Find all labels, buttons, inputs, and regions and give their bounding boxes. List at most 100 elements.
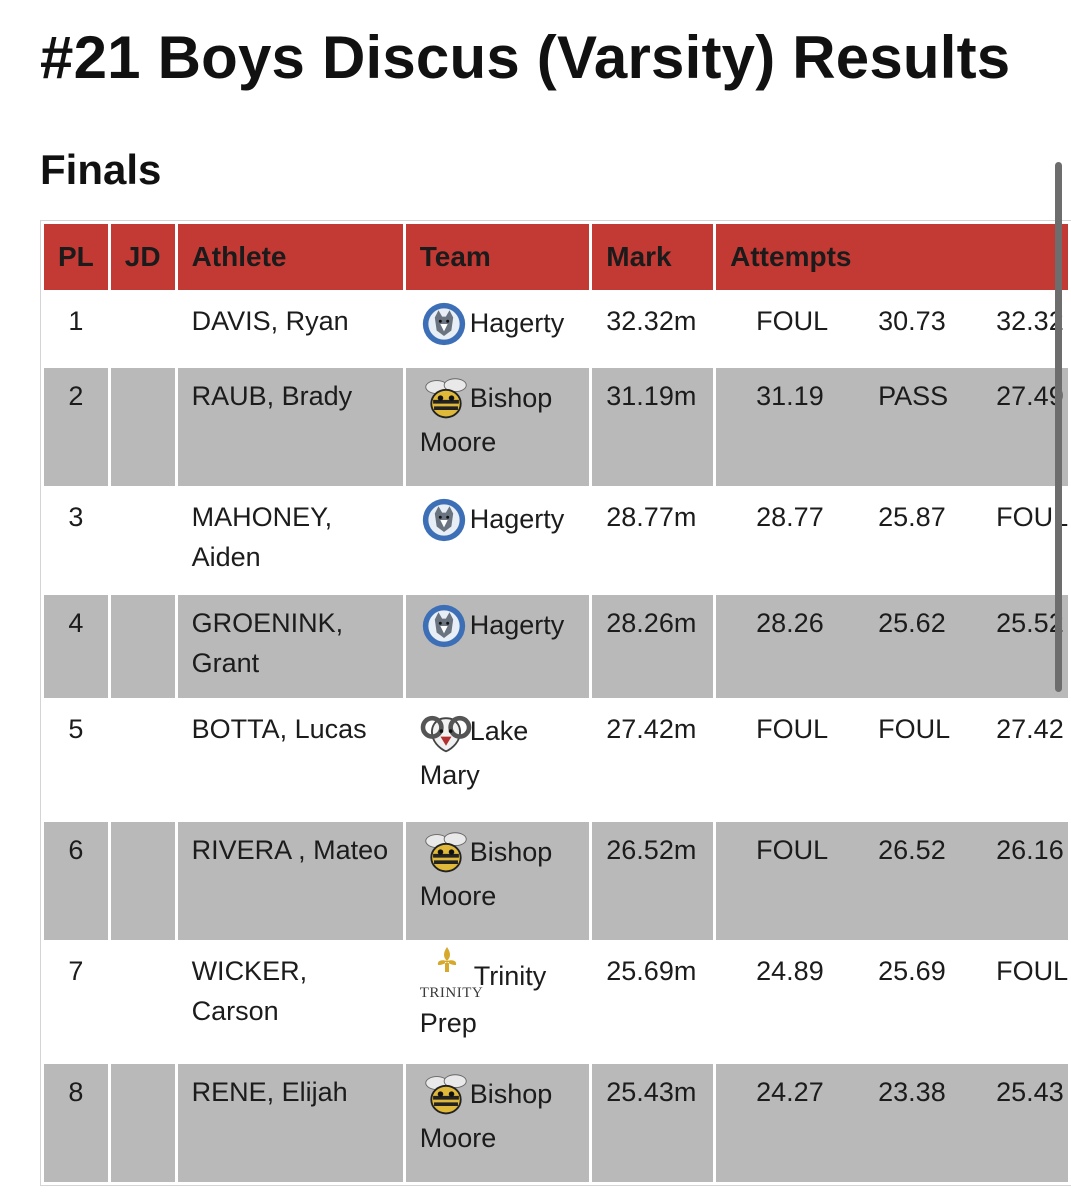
vertical-scrollbar[interactable] bbox=[1055, 162, 1062, 692]
attempt-2: 25.62 bbox=[878, 608, 946, 638]
attempts-cell: FOUL 26.52 26.16 bbox=[716, 822, 1068, 940]
athlete-cell[interactable]: RIVERA , Mateo bbox=[177, 822, 403, 940]
attempts-cell: 24.89 25.69 FOUL bbox=[716, 943, 1068, 1061]
team-name: Bishop Moore bbox=[419, 383, 553, 457]
team-cell[interactable]: Hagerty bbox=[405, 293, 590, 365]
team-name: Hagerty bbox=[469, 308, 565, 338]
athlete-cell[interactable]: RAUB, Brady bbox=[177, 368, 403, 486]
athlete-cell[interactable]: WICKER, Carson bbox=[177, 943, 403, 1061]
jd-cell bbox=[110, 293, 175, 365]
athlete-cell[interactable]: BOTTA, Lucas bbox=[177, 701, 403, 819]
attempt-1: 24.89 bbox=[756, 956, 824, 986]
team-name: Bishop Moore bbox=[419, 837, 553, 911]
attempt-2: PASS bbox=[878, 381, 949, 411]
table-header-row: PL JD Athlete Team Mark Attempts bbox=[44, 224, 1068, 290]
attempt-3: 32.32 bbox=[996, 306, 1064, 336]
column-header-team[interactable]: Team bbox=[405, 224, 590, 290]
table-row: 7 WICKER, Carson TRINITY Trinity Prep 25.69m… bbox=[44, 943, 1068, 1061]
table-row: 2 RAUB, Brady Bishop Moore 31.19m 31.19 PASS 2… bbox=[44, 368, 1068, 486]
team-name: Lake Mary bbox=[419, 716, 529, 790]
attempts-cell: 28.26 25.62 25.52 bbox=[716, 595, 1068, 698]
attempt-2: 25.87 bbox=[878, 502, 946, 532]
attempt-1: 28.77 bbox=[756, 502, 824, 532]
team-cell[interactable]: Hagerty bbox=[405, 489, 590, 592]
attempt-2: 26.52 bbox=[878, 835, 946, 865]
results-table: PL JD Athlete Team Mark Attempts 1 DAVIS,… bbox=[40, 220, 1071, 1186]
attempts-cell: 24.27 23.38 25.43 bbox=[716, 1064, 1068, 1182]
mark-cell: 26.52m bbox=[592, 822, 714, 940]
table-row: 8 RENE, Elijah Bishop Moore 25.43m 24.27 23.3… bbox=[44, 1064, 1068, 1182]
place-cell: 3 bbox=[44, 489, 108, 592]
jd-cell bbox=[110, 1064, 175, 1182]
table-row: 5 BOTTA, Lucas Lake Mary 27.42m FOUL FOUL 27.4… bbox=[44, 701, 1068, 819]
attempts-cell: FOUL 30.73 32.32 bbox=[716, 293, 1068, 365]
hornet-logo bbox=[420, 1072, 470, 1116]
team-cell[interactable]: Lake Mary bbox=[405, 701, 590, 819]
attempt-2: 30.73 bbox=[878, 306, 946, 336]
attempt-3: 25.52 bbox=[996, 608, 1064, 638]
jd-cell bbox=[110, 368, 175, 486]
column-header-mark[interactable]: Mark bbox=[592, 224, 714, 290]
mark-cell: 31.19m bbox=[592, 368, 714, 486]
attempt-1: FOUL bbox=[756, 306, 829, 336]
team-cell[interactable]: Bishop Moore bbox=[405, 822, 590, 940]
attempt-3: 27.42 bbox=[996, 714, 1064, 744]
team-cell[interactable]: TRINITY Trinity Prep bbox=[405, 943, 590, 1061]
team-name: Trinity Prep bbox=[419, 961, 547, 1038]
attempt-3: 27.49 bbox=[996, 381, 1064, 411]
athlete-cell[interactable]: MAHONEY, Aiden bbox=[177, 489, 403, 592]
column-header-pl[interactable]: PL bbox=[44, 224, 108, 290]
page-title: #21 Boys Discus (Varsity) Results bbox=[40, 24, 1011, 91]
attempt-3: 26.16 bbox=[996, 835, 1064, 865]
trinity-logo: TRINITY bbox=[420, 947, 483, 1001]
attempt-3: FOUL bbox=[996, 956, 1068, 986]
husky-logo bbox=[420, 497, 470, 542]
husky-logo bbox=[420, 603, 470, 648]
mark-cell: 25.69m bbox=[592, 943, 714, 1061]
hornet-logo bbox=[420, 830, 470, 874]
attempt-1: 31.19 bbox=[756, 381, 824, 411]
mark-cell: 27.42m bbox=[592, 701, 714, 819]
attempt-1: 28.26 bbox=[756, 608, 824, 638]
jd-cell bbox=[110, 822, 175, 940]
athlete-cell[interactable]: RENE, Elijah bbox=[177, 1064, 403, 1182]
column-header-jd[interactable]: JD bbox=[110, 224, 175, 290]
place-cell: 4 bbox=[44, 595, 108, 698]
mark-cell: 25.43m bbox=[592, 1064, 714, 1182]
place-cell: 6 bbox=[44, 822, 108, 940]
column-header-attempts[interactable]: Attempts bbox=[716, 224, 1068, 290]
jd-cell bbox=[110, 943, 175, 1061]
attempt-1: FOUL bbox=[756, 835, 829, 865]
team-name: Bishop Moore bbox=[419, 1079, 553, 1153]
logo-text: TRINITY bbox=[419, 985, 484, 1001]
athlete-cell[interactable]: GROENINK, Grant bbox=[177, 595, 403, 698]
place-cell: 2 bbox=[44, 368, 108, 486]
jd-cell bbox=[110, 595, 175, 698]
attempt-1: FOUL bbox=[756, 714, 829, 744]
team-cell[interactable]: Hagerty bbox=[405, 595, 590, 698]
mark-cell: 32.32m bbox=[592, 293, 714, 365]
attempts-cell: FOUL FOUL 27.42 bbox=[716, 701, 1068, 819]
table-row: 3 MAHONEY, Aiden Hagerty 28.77m 28.77 25.87 FO… bbox=[44, 489, 1068, 592]
place-cell: 5 bbox=[44, 701, 108, 819]
mark-cell: 28.26m bbox=[592, 595, 714, 698]
hornet-logo bbox=[420, 376, 470, 420]
column-header-athlete[interactable]: Athlete bbox=[177, 224, 403, 290]
team-cell[interactable]: Bishop Moore bbox=[405, 1064, 590, 1182]
attempts-cell: 31.19 PASS 27.49 bbox=[716, 368, 1068, 486]
attempt-1: 24.27 bbox=[756, 1077, 824, 1107]
jd-cell bbox=[110, 489, 175, 592]
table-row: 4 GROENINK, Grant Hagerty 28.26m 28.26 25.62 2… bbox=[44, 595, 1068, 698]
attempt-2: 23.38 bbox=[878, 1077, 946, 1107]
team-name: Hagerty bbox=[469, 610, 565, 640]
section-title: Finals bbox=[40, 146, 162, 193]
place-cell: 7 bbox=[44, 943, 108, 1061]
attempt-2: FOUL bbox=[878, 714, 951, 744]
attempts-cell: 28.77 25.87 FOUL bbox=[716, 489, 1068, 592]
table-row: 1 DAVIS, Ryan Hagerty 32.32m FOUL 30.73 32.32 bbox=[44, 293, 1068, 365]
place-cell: 1 bbox=[44, 293, 108, 365]
team-cell[interactable]: Bishop Moore bbox=[405, 368, 590, 486]
athlete-cell[interactable]: DAVIS, Ryan bbox=[177, 293, 403, 365]
attempt-2: 25.69 bbox=[878, 956, 946, 986]
jd-cell bbox=[110, 701, 175, 819]
